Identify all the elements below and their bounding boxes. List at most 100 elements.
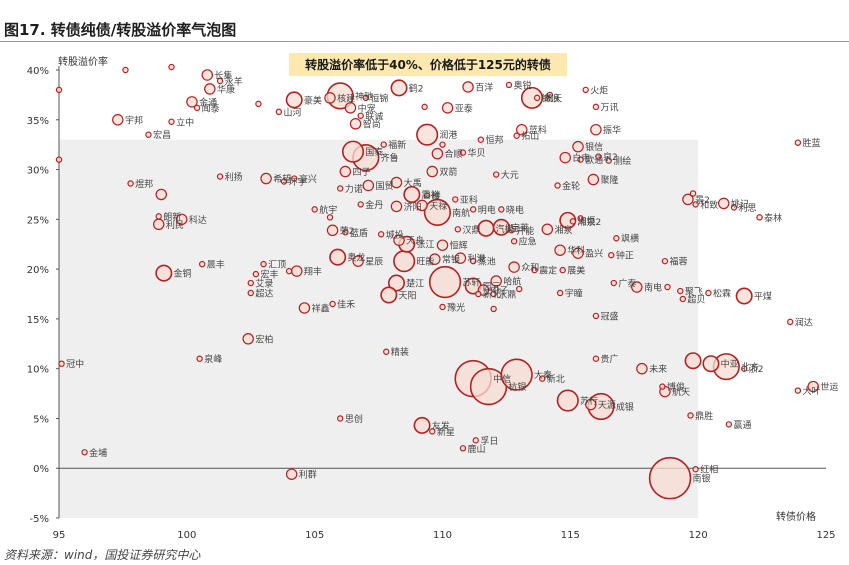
bubble-point [390, 200, 403, 213]
bubble-point [807, 380, 819, 393]
bubble-point [362, 179, 375, 192]
bubble-point [636, 362, 648, 375]
bubble-label: 中子 [491, 285, 509, 297]
bubble-label: 百洋 [475, 81, 493, 93]
bubble-point [559, 266, 566, 274]
bubble-label: 奥锐 [514, 79, 532, 91]
bubble-label: 神驰 [355, 90, 373, 102]
bubble-point [377, 231, 385, 238]
bubble-label: 世运 [820, 381, 838, 393]
y-tick-label: 10% [27, 365, 49, 376]
axes-group: -5% 0% 5% 10% 15% 20% 25% 30% 35% 40% 95 100 105 110 1… [27, 55, 836, 541]
bubble-label: 城投 [386, 229, 404, 241]
bubble-point [168, 63, 175, 71]
bubble-label: 苏轩 [462, 277, 480, 289]
bubble-point [740, 365, 748, 372]
bubble-label: 四子 [352, 167, 370, 178]
bubble-point [416, 123, 439, 146]
bubble-label: 张江 [416, 240, 434, 251]
bubble-label: 希望 [273, 173, 291, 185]
bubble-point [216, 77, 224, 85]
bubble-point [436, 239, 449, 251]
bubble-point [682, 193, 694, 206]
bubble-label: 华科 [567, 245, 585, 257]
bubble-point [462, 81, 474, 93]
bubble-label: 恒邦 [485, 134, 503, 146]
bubble-point [357, 201, 364, 208]
bubble-label: 楼 [432, 190, 441, 202]
bubble-label: 园元 [483, 282, 501, 293]
bubble-label: 航宇 [319, 204, 337, 216]
bubble-label: 国泰 [365, 146, 383, 158]
bubble-point [687, 412, 694, 419]
bubble-point [572, 247, 584, 259]
y-tick-label: 5% [33, 414, 49, 425]
bubble-label: 北方 [741, 361, 759, 373]
bubble-label: 祥鑫 [312, 302, 330, 314]
bubble-point [341, 140, 365, 163]
bubble-point [577, 156, 584, 163]
bubble-point [469, 257, 477, 265]
bubble-point [362, 94, 369, 102]
bubble-label: 佳禾 [337, 298, 355, 310]
bubble-point [608, 251, 615, 259]
title-divider [0, 41, 849, 42]
bubble-label: 泉峰 [204, 353, 222, 365]
bubble-label: 震定 [539, 265, 557, 277]
bubble-point [58, 360, 65, 367]
x-tick-label: 125 [816, 530, 835, 541]
bubble-point [55, 86, 63, 94]
bubble-point [326, 214, 334, 221]
x-tick-label: 105 [305, 530, 324, 541]
bubble-label: 楚江 [406, 278, 424, 290]
bubble-point [252, 270, 260, 278]
bubble-point [559, 151, 571, 164]
bubble-label: 利港 [468, 253, 486, 265]
bubble-point [794, 139, 802, 146]
bubble-point [441, 102, 454, 114]
bubble-point [247, 289, 254, 297]
bubble-label: 金埔 [89, 447, 107, 459]
bubble-point [546, 91, 554, 99]
bubble-label: 豪兴 [299, 173, 317, 185]
bubble-point [380, 141, 387, 148]
bubble-point [285, 267, 293, 275]
bubble-label: 友发 [432, 420, 450, 432]
bubble-point [756, 214, 763, 221]
bubble-label: 航天 [672, 386, 690, 398]
bubble-point [477, 136, 485, 143]
bubble-point [492, 218, 510, 236]
bubble-point [510, 238, 518, 245]
bubble-label: 火炬 [590, 84, 608, 96]
bubble-point [664, 283, 671, 291]
bubble-point [324, 92, 336, 104]
bubble-label: 超达 [255, 288, 273, 300]
bubble-label: 湘泉2 [577, 216, 601, 228]
bubble-point [454, 252, 467, 264]
bubble-point [291, 265, 303, 277]
bubble-label: 汉鼎 [462, 225, 480, 236]
bubble-label: 天阳 [399, 290, 417, 301]
bubble-point [201, 69, 214, 81]
source-note: 资料来源：wind，国投证券研究中心 [4, 548, 201, 562]
bubble-point [500, 358, 533, 391]
bubble-label: 平煤 [754, 290, 772, 302]
bubble-label: 大禹 [404, 177, 422, 189]
bubble-label: 福新 [388, 139, 406, 151]
bubble-point [692, 466, 699, 473]
bubble-label: 永鼎 [498, 289, 516, 301]
bubble-label: 测绘 [613, 155, 631, 167]
bubble-point [383, 348, 390, 355]
bubble-label: 南电 [644, 282, 662, 294]
x-tick-label: 95 [53, 530, 66, 541]
bubble-label: 红相 [700, 464, 718, 476]
bubble-point [155, 213, 162, 220]
bubble-point [413, 416, 431, 434]
bubble-point [684, 352, 702, 370]
bubble-point [275, 108, 283, 116]
bubble-label: 利思 [739, 202, 757, 214]
bubble-label: 锦浪 [542, 92, 560, 104]
bubble-label: 天源 [598, 400, 616, 411]
bubble-label: 力诺 [345, 183, 363, 195]
bubble-label: 豪美 [304, 94, 322, 106]
